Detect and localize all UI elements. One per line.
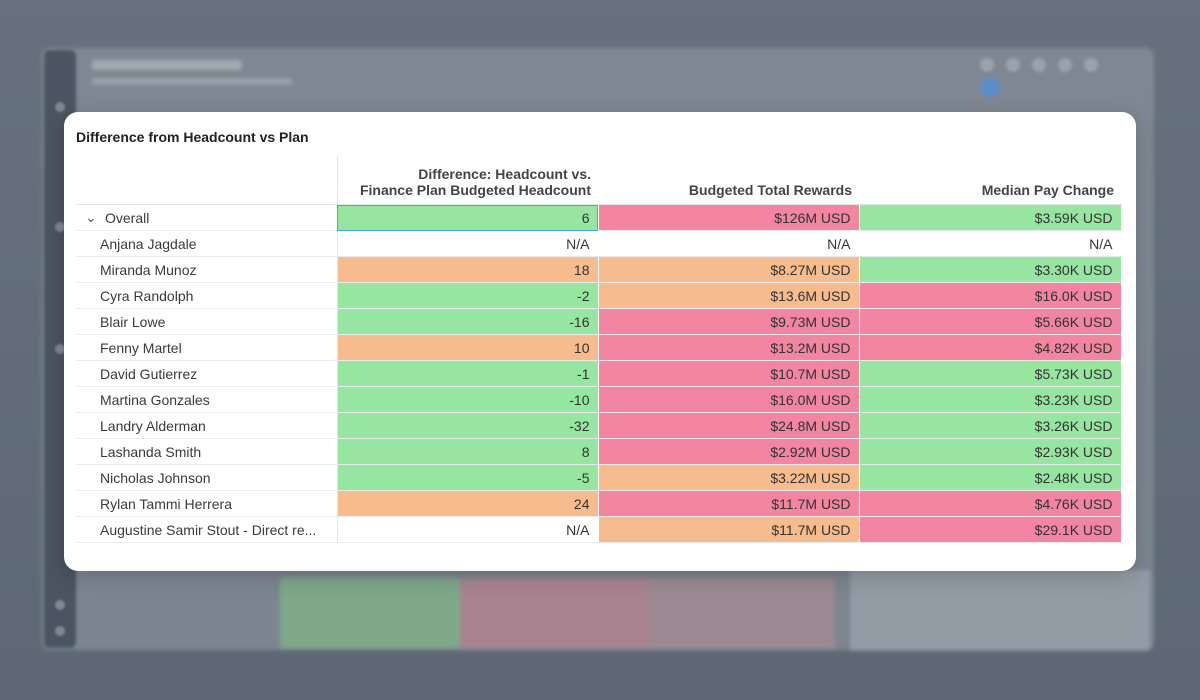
row-name-cell[interactable]: Fenny Martel	[76, 334, 338, 361]
difference-cell[interactable]: 10	[337, 334, 599, 361]
median-pay-change-cell[interactable]: $3.26K USD	[859, 412, 1122, 439]
median-pay-change-cell[interactable]: $3.59K USD	[859, 204, 1122, 231]
column-header-difference-line1: Difference: Headcount vs.	[418, 166, 591, 182]
headcount-plan-card: Difference from Headcount vs Plan Differ…	[64, 112, 1136, 571]
row-name-cell[interactable]: Martina Gonzales	[76, 386, 338, 413]
background-page-title	[92, 60, 242, 70]
background-nav-icon	[55, 600, 65, 610]
median-pay-change-cell[interactable]: $2.48K USD	[859, 464, 1122, 491]
table-row[interactable]: David Gutierrez -1 $10.7M USD $5.73K USD	[76, 360, 1122, 387]
median-pay-change-cell[interactable]: $3.30K USD	[859, 256, 1122, 283]
column-header-median-pay-change[interactable]: Median Pay Change	[859, 156, 1121, 205]
table-row[interactable]: Nicholas Johnson -5 $3.22M USD $2.48K USD	[76, 464, 1122, 491]
background-page-subtitle	[92, 78, 292, 85]
row-name-label: Fenny Martel	[100, 339, 182, 356]
background-nav-icon	[55, 626, 65, 636]
row-name-label: Miranda Munoz	[100, 261, 197, 278]
budgeted-total-rewards-cell[interactable]: $24.8M USD	[598, 412, 860, 439]
table-row[interactable]: Cyra Randolph -2 $13.6M USD $16.0K USD	[76, 282, 1122, 309]
row-name-label: Martina Gonzales	[100, 391, 210, 408]
table-row[interactable]: Lashanda Smith 8 $2.92M USD $2.93K USD	[76, 438, 1122, 465]
row-name-label: Anjana Jagdale	[100, 235, 197, 252]
median-pay-change-cell[interactable]: $2.93K USD	[859, 438, 1122, 465]
row-name-label: Nicholas Johnson	[100, 469, 211, 486]
row-name-cell[interactable]: Anjana Jagdale	[76, 230, 338, 257]
row-name-cell[interactable]: Nicholas Johnson	[76, 464, 338, 491]
background-nav-icon	[55, 222, 65, 232]
difference-cell[interactable]: -16	[337, 308, 599, 335]
difference-cell[interactable]: -1	[337, 360, 599, 387]
table-row-overall[interactable]: ⌄ Overall 6 $126M USD $3.59K USD	[76, 204, 1122, 231]
table-row[interactable]: Blair Lowe -16 $9.73M USD $5.66K USD	[76, 308, 1122, 335]
column-header-difference-line2: Finance Plan Budgeted Headcount	[359, 182, 591, 198]
median-pay-change-cell[interactable]: $4.76K USD	[859, 490, 1122, 517]
median-pay-change-cell[interactable]: $3.23K USD	[859, 386, 1122, 413]
budgeted-total-rewards-cell[interactable]: N/A	[598, 230, 860, 257]
background-table	[100, 578, 835, 648]
card-title: Difference from Headcount vs Plan	[76, 129, 309, 145]
median-pay-change-cell[interactable]: $29.1K USD	[859, 516, 1122, 543]
table-row[interactable]: Martina Gonzales -10 $16.0M USD $3.23K USD	[76, 386, 1122, 413]
row-name-cell[interactable]: Augustine Samir Stout - Direct re...	[76, 516, 338, 543]
row-name-cell[interactable]: Cyra Randolph	[76, 282, 338, 309]
budgeted-total-rewards-cell[interactable]: $8.27M USD	[598, 256, 860, 283]
table-header-row: Difference: Headcount vs. Finance Plan B…	[76, 156, 1121, 205]
row-name-label: Overall	[105, 210, 150, 226]
row-name-cell[interactable]: David Gutierrez	[76, 360, 338, 387]
median-pay-change-cell[interactable]: $5.66K USD	[859, 308, 1122, 335]
row-name-cell[interactable]: ⌄ Overall	[76, 204, 338, 231]
median-pay-change-cell[interactable]: N/A	[859, 230, 1122, 257]
row-name-label: Lashanda Smith	[100, 443, 202, 460]
row-name-label: Augustine Samir Stout - Direct re...	[100, 521, 317, 538]
row-name-cell[interactable]: Miranda Munoz	[76, 256, 338, 283]
chevron-down-icon[interactable]: ⌄	[85, 209, 97, 225]
budgeted-total-rewards-cell[interactable]: $2.92M USD	[598, 438, 860, 465]
median-pay-change-cell[interactable]: $4.82K USD	[859, 334, 1122, 361]
table-row[interactable]: Rylan Tammi Herrera 24 $11.7M USD $4.76K US…	[76, 490, 1122, 517]
budgeted-total-rewards-cell[interactable]: $11.7M USD	[598, 516, 860, 543]
median-pay-change-cell[interactable]: $5.73K USD	[859, 360, 1122, 387]
difference-cell[interactable]: -2	[337, 282, 599, 309]
difference-cell[interactable]: 8	[337, 438, 599, 465]
difference-cell[interactable]: N/A	[337, 516, 599, 543]
difference-cell[interactable]: -10	[337, 386, 599, 413]
row-name-cell[interactable]: Blair Lowe	[76, 308, 338, 335]
budgeted-total-rewards-cell[interactable]: $9.73M USD	[598, 308, 860, 335]
budgeted-total-rewards-cell[interactable]: $13.2M USD	[598, 334, 860, 361]
difference-cell[interactable]: 24	[337, 490, 599, 517]
budgeted-total-rewards-cell[interactable]: $10.7M USD	[598, 360, 860, 387]
budgeted-total-rewards-cell[interactable]: $16.0M USD	[598, 386, 860, 413]
difference-cell[interactable]: N/A	[337, 230, 599, 257]
median-pay-change-cell[interactable]: $16.0K USD	[859, 282, 1122, 309]
table-row[interactable]: Fenny Martel 10 $13.2M USD $4.82K USD	[76, 334, 1122, 361]
budgeted-total-rewards-cell[interactable]: $13.6M USD	[598, 282, 860, 309]
difference-cell[interactable]: 18	[337, 256, 599, 283]
difference-cell[interactable]: -32	[337, 412, 599, 439]
background-nav-icon	[55, 344, 65, 354]
budgeted-total-rewards-cell[interactable]: $126M USD	[598, 204, 860, 231]
difference-cell[interactable]: -5	[337, 464, 599, 491]
row-name-cell[interactable]: Landry Alderman	[76, 412, 338, 439]
row-name-cell[interactable]: Rylan Tammi Herrera	[76, 490, 338, 517]
headcount-table: Difference: Headcount vs. Finance Plan B…	[76, 156, 1122, 543]
row-name-cell[interactable]: Lashanda Smith	[76, 438, 338, 465]
column-header-difference[interactable]: Difference: Headcount vs. Finance Plan B…	[337, 156, 598, 205]
table-row[interactable]: Miranda Munoz 18 $8.27M USD $3.30K USD	[76, 256, 1122, 283]
difference-cell[interactable]: 6	[337, 204, 599, 231]
background-side-panel	[850, 570, 1150, 650]
row-name-label: Blair Lowe	[100, 313, 166, 330]
row-name-label: David Gutierrez	[100, 365, 198, 382]
row-name-label: Landry Alderman	[100, 417, 206, 434]
row-name-label: Rylan Tammi Herrera	[100, 495, 232, 512]
table-row[interactable]: Augustine Samir Stout - Direct re... N/A $…	[76, 516, 1122, 543]
column-header-budgeted-total-rewards[interactable]: Budgeted Total Rewards	[598, 156, 859, 205]
background-toolbar-icons	[980, 58, 1140, 97]
budgeted-total-rewards-cell[interactable]: $11.7M USD	[598, 490, 860, 517]
column-header-name	[76, 156, 338, 205]
row-name-label: Cyra Randolph	[100, 287, 194, 304]
budgeted-total-rewards-cell[interactable]: $3.22M USD	[598, 464, 860, 491]
table-row[interactable]: Landry Alderman -32 $24.8M USD $3.26K USD	[76, 412, 1122, 439]
background-nav-icon	[55, 102, 65, 112]
table-row[interactable]: Anjana Jagdale N/A N/A N/A	[76, 230, 1122, 257]
